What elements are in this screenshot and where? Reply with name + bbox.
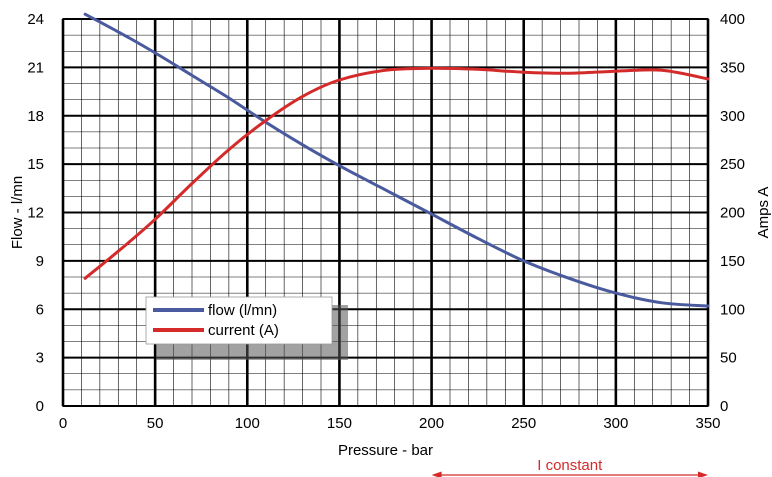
y-left-tick-label: 15 <box>27 156 44 173</box>
legend: flow (l/mn) current (A) <box>145 296 348 360</box>
series-layer <box>83 12 710 308</box>
y-left-tick-label: 21 <box>27 59 44 76</box>
annotation-arrowhead-left <box>431 471 442 477</box>
legend-label-flow: flow (l/mn) <box>208 302 277 319</box>
y-left-tick-label: 18 <box>27 108 44 125</box>
series-line-current <box>83 66 710 280</box>
x-tick-label: 200 <box>419 415 444 432</box>
y-right-tick-label: 200 <box>720 205 745 222</box>
legend-box <box>145 296 333 345</box>
y-right-tick-label: 350 <box>720 59 745 76</box>
plot-frame <box>62 18 709 407</box>
x-tick-label: 300 <box>603 415 628 432</box>
x-tick-label: 50 <box>147 415 164 432</box>
annotation-arrowhead-right <box>698 471 708 477</box>
x-tick-label: 0 <box>59 415 67 432</box>
y-left-tick-label: 6 <box>36 301 44 318</box>
y-left-tick-label: 12 <box>27 205 44 222</box>
y-right-tick-label: 0 <box>720 398 728 415</box>
y-right-tick-label: 250 <box>720 156 745 173</box>
y-axis-right-label: Amps A <box>755 187 772 239</box>
legend-label-current: current (A) <box>208 322 279 339</box>
x-tick-label: 150 <box>327 415 352 432</box>
annotation-label: I constant <box>537 457 603 474</box>
y-left-tick-label: 3 <box>36 350 44 367</box>
x-tick-label: 350 <box>695 415 720 432</box>
y-left-tick-label: 0 <box>36 398 44 415</box>
annotation: I constant <box>431 457 708 477</box>
y-right-tick-label: 100 <box>720 301 745 318</box>
series-line-flow <box>83 12 710 308</box>
y-left-tick-label: 24 <box>27 11 44 28</box>
x-axis-label: Pressure - bar <box>338 442 433 459</box>
tick-labels: 0 50 100 150 200 250 300 3500369121518212405010… <box>27 11 745 432</box>
y-right-tick-label: 50 <box>720 350 737 367</box>
y-axis-left-label: Flow - l/mn <box>9 176 26 249</box>
y-right-tick-label: 400 <box>720 11 745 28</box>
x-tick-label: 100 <box>235 415 260 432</box>
y-left-tick-label: 9 <box>36 253 44 270</box>
y-right-tick-label: 300 <box>720 108 745 125</box>
y-right-tick-label: 150 <box>720 253 745 270</box>
x-tick-label: 250 <box>511 415 536 432</box>
